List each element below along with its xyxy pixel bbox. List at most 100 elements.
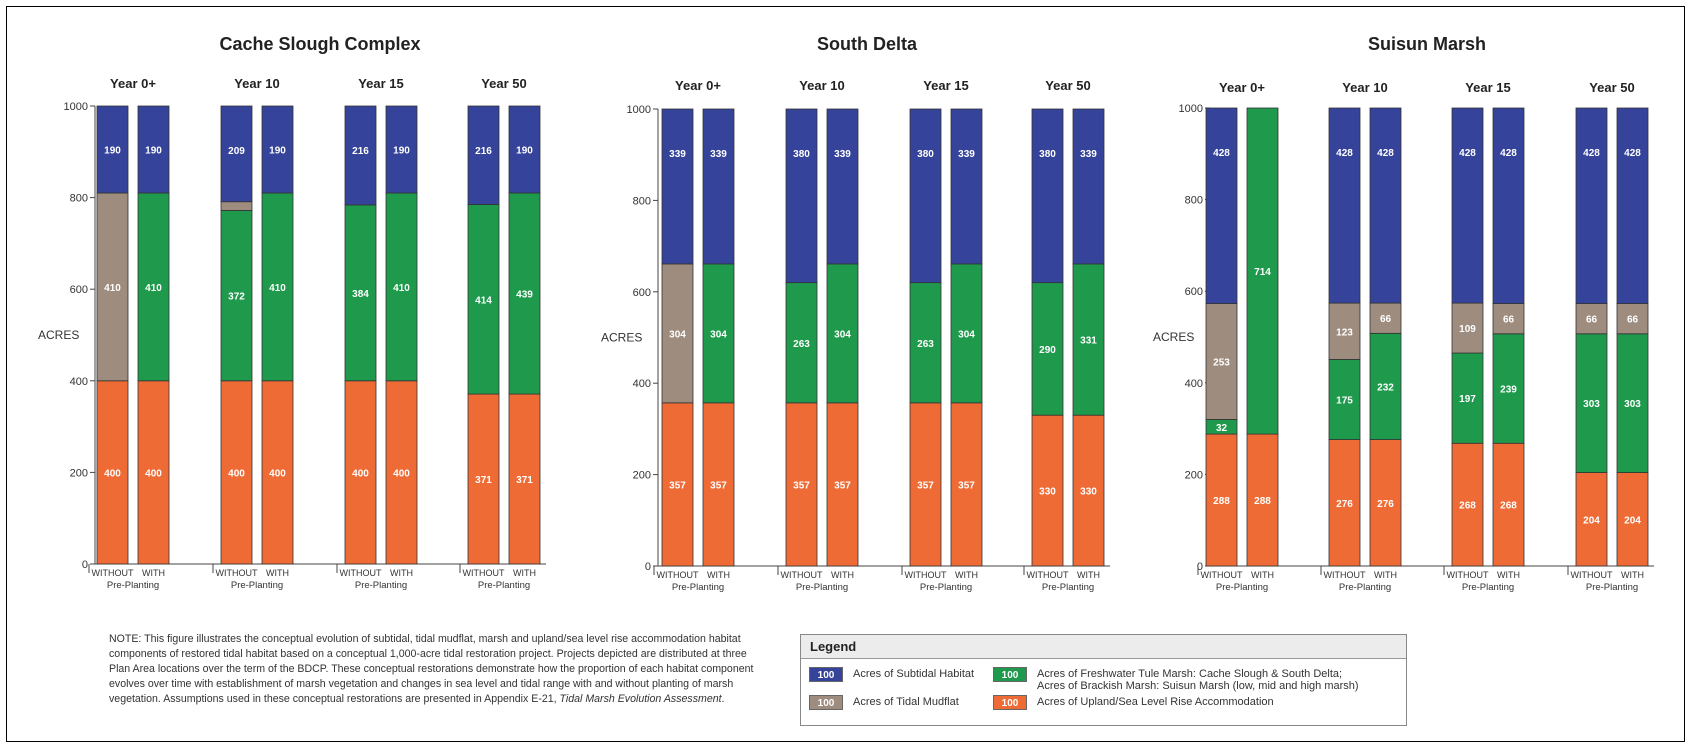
bar-segment-subtidal [1369, 107, 1402, 304]
data-label-mudflat: 304 [669, 329, 686, 340]
data-label-mudflat: 66 [1627, 315, 1639, 326]
y-tick-label: 800 [1185, 195, 1203, 207]
bar-segment-subtidal [1616, 107, 1649, 304]
bar-segment-marsh [344, 204, 377, 382]
data-label-subtidal: 190 [393, 146, 410, 157]
data-label-marsh: 263 [793, 339, 810, 350]
data-label-mudflat: 253 [1213, 358, 1230, 369]
data-label-subtidal: 209 [228, 146, 245, 157]
bar-segment-marsh [950, 263, 983, 404]
bar-segment-upland [261, 380, 294, 565]
y-tick-label: 600 [1185, 286, 1203, 298]
bar-segment-marsh [1246, 107, 1279, 435]
y-tick-label: 600 [70, 284, 88, 296]
group-label: Year 0+ [1219, 80, 1265, 95]
group-label: Year 15 [358, 76, 404, 91]
data-label-subtidal: 380 [1039, 149, 1056, 160]
bar-segment-subtidal [826, 108, 859, 265]
bar-category-label: WITHOUT [1447, 570, 1489, 580]
bar-segment-mudflat [1205, 303, 1238, 420]
data-label-subtidal: 428 [1500, 148, 1517, 159]
note-italic-ref: Tidal Marsh Evolution Assessment [559, 693, 722, 705]
bar-segment-subtidal [702, 108, 735, 265]
data-label-upland: 330 [1039, 487, 1056, 498]
data-label-marsh: 304 [834, 329, 851, 340]
data-label-marsh: 303 [1624, 399, 1641, 410]
bar-segment-marsh [785, 282, 818, 404]
data-label-marsh: 714 [1254, 267, 1271, 278]
y-tick-label: 600 [633, 287, 651, 299]
chart-3: Suisun Marsh 0 200 400 600 800 1000 ACRES Year 0… [1153, 34, 1654, 593]
bar-segment-upland [1492, 442, 1525, 567]
group-sublabel: Pre-Planting [231, 580, 283, 591]
bar-category-label: WITHOUT [92, 568, 134, 578]
data-label-subtidal: 380 [793, 149, 810, 160]
group-sublabel: Pre-Planting [1586, 582, 1638, 593]
data-label-subtidal: 216 [352, 146, 369, 157]
data-label-marsh: 263 [917, 339, 934, 350]
data-label-upland: 400 [228, 468, 245, 479]
group-sublabel: Pre-Planting [1462, 582, 1514, 593]
group-label: Year 0+ [110, 76, 156, 91]
bar-segment-subtidal [96, 105, 129, 194]
data-label-upland: 400 [269, 468, 286, 479]
data-label-marsh: 304 [710, 329, 727, 340]
data-label-upland: 357 [710, 480, 727, 491]
data-label-subtidal: 428 [1336, 148, 1353, 159]
y-axis-label: ACRES [1153, 330, 1194, 344]
bar-segment-subtidal [1031, 108, 1064, 284]
bar-segment-upland [909, 402, 942, 567]
data-label-subtidal: 428 [1459, 148, 1476, 159]
bar-segment-upland [1328, 439, 1361, 567]
bar-segment-upland [826, 402, 859, 567]
bar-category-label: WITH [1077, 570, 1100, 580]
data-label-subtidal: 339 [669, 149, 686, 160]
data-label-upland: 288 [1254, 496, 1271, 507]
bar-segment-upland [785, 402, 818, 567]
data-label-marsh: 414 [475, 295, 492, 306]
data-label-subtidal: 428 [1213, 148, 1230, 159]
data-label-upland: 204 [1583, 515, 1600, 526]
bar-segment-marsh [220, 210, 253, 382]
y-tick-label: 400 [70, 376, 88, 388]
legend-swatch-marsh: 100 [993, 667, 1027, 682]
data-label-upland: 357 [958, 480, 975, 491]
bar-category-label: WITH [1497, 570, 1520, 580]
legend: Legend 100 Acres of Subtidal Habitat 100… [800, 634, 1407, 726]
data-label-subtidal: 380 [917, 149, 934, 160]
bar-segment-subtidal [137, 105, 170, 194]
y-tick-label: 200 [1185, 469, 1203, 481]
y-tick-label: 0 [82, 559, 88, 571]
group-label: Year 15 [1465, 80, 1511, 95]
bar-segment-marsh [1328, 359, 1361, 440]
chart-title: Cache Slough Complex [219, 34, 420, 54]
data-label-marsh: 439 [516, 290, 533, 301]
bar-segment-marsh [702, 263, 735, 404]
bar-segment-upland [1616, 472, 1649, 567]
y-axis-label: ACRES [38, 328, 79, 342]
data-label-upland: 357 [917, 480, 934, 491]
bar-segment-upland [661, 402, 694, 567]
data-label-mudflat: 66 [1586, 315, 1598, 326]
bar-segment-subtidal [909, 108, 942, 284]
bar-segment-upland [1072, 414, 1105, 567]
group-label: Year 50 [1045, 78, 1091, 93]
legend-label-marsh: Acres of Freshwater Tule Marsh: Cache Sl… [1037, 668, 1343, 680]
data-label-upland: 268 [1500, 501, 1517, 512]
bar-segment-upland [1451, 442, 1484, 567]
bar-segment-marsh [508, 192, 541, 395]
bar-segment-upland [1031, 414, 1064, 567]
figure-note: NOTE: This figure illustrates the concep… [109, 632, 769, 707]
y-tick-label: 800 [70, 193, 88, 205]
bar-segment-upland [344, 380, 377, 565]
chart-title: Suisun Marsh [1368, 34, 1486, 54]
bar-segment-mudflat [1575, 303, 1608, 335]
legend-swatch-mudflat: 100 [809, 695, 843, 710]
data-label-marsh: 175 [1336, 396, 1353, 407]
data-label-marsh: 304 [958, 329, 975, 340]
bar-segment-marsh [1451, 352, 1484, 444]
bar-segment-marsh [385, 192, 418, 382]
data-label-marsh: 410 [393, 283, 410, 294]
y-tick-label: 1000 [64, 101, 88, 113]
y-tick-label: 0 [1197, 561, 1203, 573]
